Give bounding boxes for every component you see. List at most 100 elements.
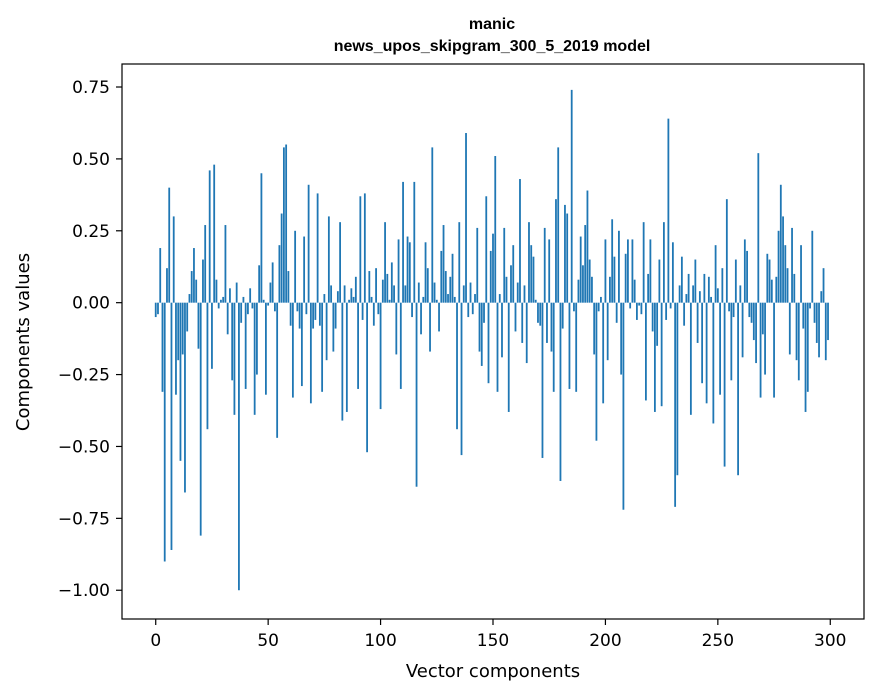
- bar: [519, 179, 521, 303]
- bar: [480, 302, 483, 366]
- bar: [546, 302, 548, 343]
- bar: [723, 302, 726, 467]
- bar: [422, 296, 425, 303]
- bar: [539, 302, 542, 326]
- bar: [514, 302, 517, 332]
- bar: [231, 302, 234, 381]
- bar: [770, 279, 773, 303]
- bar: [732, 302, 735, 318]
- bar: [570, 89, 573, 303]
- bar: [694, 259, 697, 303]
- bar: [289, 302, 292, 326]
- bar: [489, 250, 492, 303]
- bar: [822, 268, 825, 303]
- bar: [381, 279, 384, 303]
- bar: [402, 181, 404, 303]
- bar: [251, 302, 254, 309]
- bar: [321, 302, 324, 392]
- bar: [773, 302, 775, 398]
- bar: [262, 299, 265, 303]
- bar: [811, 230, 814, 303]
- bar: [566, 213, 569, 303]
- bar: [206, 302, 209, 430]
- bar: [161, 302, 164, 392]
- bar: [249, 288, 252, 303]
- bar: [665, 302, 668, 320]
- bar: [806, 302, 809, 392]
- bar: [354, 276, 357, 303]
- bar: [361, 302, 364, 320]
- x-tick-label: 300: [814, 631, 846, 651]
- bar: [415, 302, 418, 487]
- bar: [725, 199, 728, 303]
- bar: [627, 239, 629, 303]
- bar: [741, 302, 744, 358]
- bar: [229, 288, 231, 303]
- bar: [541, 302, 544, 458]
- bar: [714, 245, 717, 303]
- bar: [208, 170, 211, 303]
- bar: [719, 302, 721, 395]
- bar: [730, 302, 733, 381]
- bar: [386, 273, 389, 303]
- bar: [586, 190, 589, 303]
- bar: [159, 248, 162, 303]
- bar: [393, 285, 395, 303]
- bar: [716, 288, 719, 303]
- x-tick-label: 250: [702, 631, 734, 651]
- y-tick-label: −0.50: [58, 437, 110, 457]
- bar: [712, 302, 715, 424]
- bar: [379, 302, 382, 410]
- bar: [343, 285, 346, 303]
- bar: [815, 302, 818, 343]
- bar: [305, 302, 308, 315]
- bar: [640, 302, 643, 315]
- bar: [265, 302, 267, 395]
- bar: [737, 302, 739, 476]
- bar: [348, 299, 350, 303]
- bar: [597, 302, 600, 312]
- x-tick-label: 0: [150, 631, 161, 651]
- bar: [220, 299, 222, 303]
- bar: [244, 302, 247, 389]
- bar: [647, 273, 650, 303]
- bar: [453, 296, 456, 303]
- bar: [645, 302, 647, 401]
- bar: [417, 282, 420, 303]
- bar: [620, 302, 623, 375]
- bar: [820, 291, 823, 303]
- bar: [809, 302, 811, 309]
- bar: [404, 285, 407, 303]
- bar: [528, 222, 530, 303]
- bar: [582, 265, 584, 303]
- y-axis-ticks: 0.75 0.50 0.25 0.00 −0.25 −0.50 −0.75 −1.00: [58, 78, 122, 601]
- bar: [451, 253, 454, 303]
- bar: [793, 273, 796, 303]
- bar: [669, 302, 672, 309]
- bar: [615, 302, 618, 323]
- bar: [766, 253, 769, 303]
- bar: [505, 276, 508, 303]
- bar: [629, 302, 632, 309]
- bar: [591, 276, 593, 303]
- bar: [357, 302, 359, 389]
- bar: [375, 268, 377, 303]
- bar: [215, 279, 218, 303]
- bar: [721, 268, 724, 303]
- bar: [274, 302, 276, 312]
- bar: [280, 213, 283, 303]
- bar: [611, 219, 614, 303]
- bar: [485, 196, 488, 303]
- bar: [350, 288, 353, 303]
- bar: [168, 187, 171, 303]
- bar: [510, 265, 512, 303]
- bar: [172, 216, 175, 303]
- bar: [181, 302, 184, 355]
- bar: [339, 222, 341, 303]
- bar: [600, 296, 602, 303]
- bar: [656, 302, 659, 346]
- bar: [334, 302, 337, 329]
- bar: [456, 302, 458, 430]
- bar: [238, 302, 240, 591]
